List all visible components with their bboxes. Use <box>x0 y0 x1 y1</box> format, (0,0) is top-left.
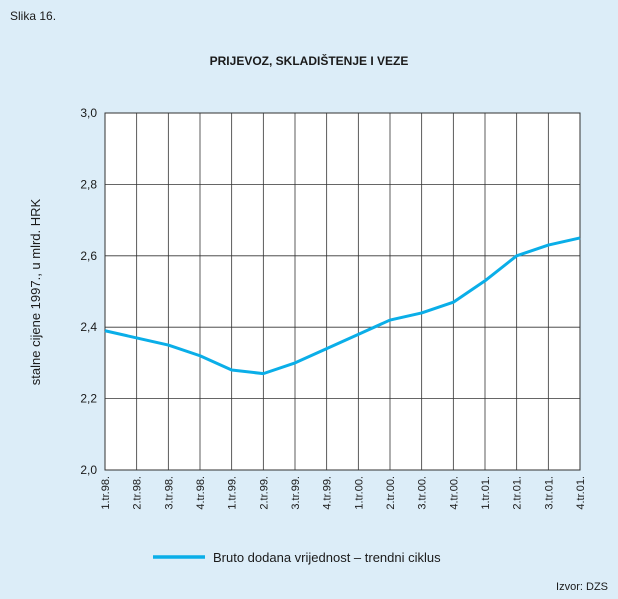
x-tick-label: 3.tr.99. <box>290 476 302 510</box>
x-tick-label: 1.tr.99. <box>227 476 239 510</box>
x-tick-label: 1.tr.00. <box>353 476 365 510</box>
x-tick-label: 4.tr.00. <box>448 476 460 510</box>
x-tick-label: 2.tr.98. <box>132 476 144 510</box>
x-tick-label: 2.tr.01. <box>512 476 524 510</box>
y-tick-label: 2,2 <box>80 392 97 406</box>
x-tick-label: 2.tr.99. <box>258 476 270 510</box>
y-tick-label: 2,8 <box>80 177 97 191</box>
x-tick-label: 1.tr.01. <box>480 476 492 510</box>
chart-title: PRIJEVOZ, SKLADIŠTENJE I VEZE <box>210 53 409 68</box>
x-tick-label: 4.tr.98. <box>195 476 207 510</box>
x-tick-label: 4.tr.99. <box>322 476 334 510</box>
plot-area <box>104 112 581 471</box>
legend-label: Bruto dodana vrijednost – trendni ciklus <box>213 550 441 565</box>
y-tick-label: 3,0 <box>80 106 97 120</box>
x-tick-label: 4.tr.01. <box>575 476 587 510</box>
y-tick-label: 2,0 <box>80 463 97 477</box>
x-tick-label: 2.tr.00. <box>385 476 397 510</box>
y-axis-label: stalne cijene 1997., u mlrd. HRK <box>28 198 43 385</box>
y-tick-label: 2,4 <box>80 320 97 334</box>
figure-label: Slika 16. <box>10 9 56 23</box>
source: Izvor: DZS <box>556 581 608 593</box>
line <box>104 236 581 376</box>
x-tick-label: 3.tr.01. <box>543 476 555 510</box>
x-tick-label: 1.tr.98. <box>100 476 112 510</box>
x-tick-label: 3.tr.98. <box>163 476 175 510</box>
x-tick-label: 3.tr.00. <box>417 476 429 510</box>
y-tick-label: 2,6 <box>80 249 97 263</box>
